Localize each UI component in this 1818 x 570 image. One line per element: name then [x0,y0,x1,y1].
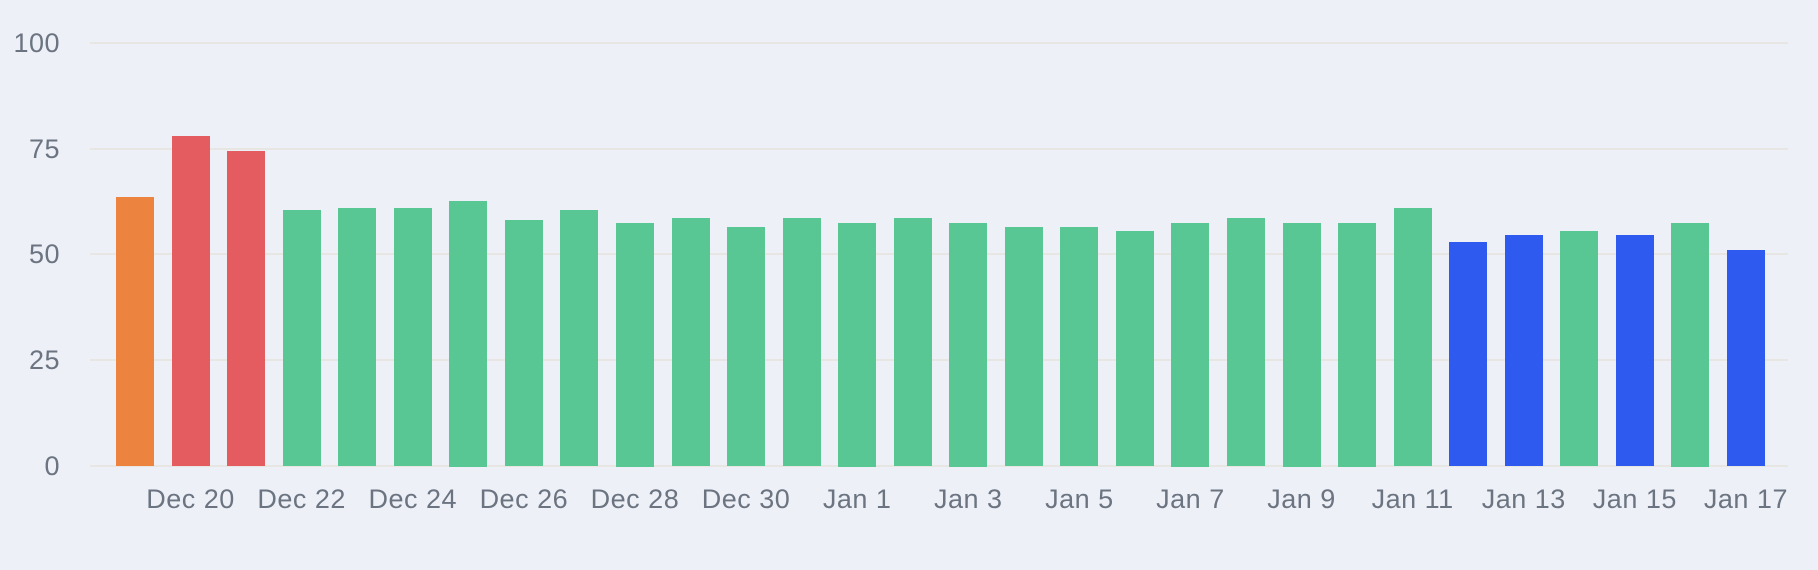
x-axis-label-dec-24: Dec 24 [368,484,458,514]
bar-dec-20[interactable] [171,135,210,467]
y-axis-label-75: 75 [28,133,60,164]
bar-jan-17[interactable] [1726,250,1765,467]
bar-jan-15[interactable] [1615,235,1654,467]
bar-jan-2[interactable] [893,218,932,467]
bar-dec-21[interactable] [227,150,266,467]
bar-dec-28[interactable] [615,222,654,467]
x-axis-label-jan-9: Jan 9 [1267,484,1336,514]
bar-jan-7[interactable] [1171,222,1210,467]
x-axis-label-dec-30: Dec 30 [701,484,791,514]
bar-jan-14[interactable] [1560,231,1599,467]
bar-dec-30[interactable] [727,226,766,467]
bar-jan-8[interactable] [1227,218,1265,467]
gridline-50 [90,253,1788,256]
x-axis-label-jan-3: Jan 3 [933,484,1003,514]
bar-jan-12[interactable] [1449,241,1488,467]
x-axis-label-jan-17: Jan 17 [1703,484,1788,514]
bar-dec-22[interactable] [282,209,321,467]
x-axis-label-jan-13: Jan 13 [1481,484,1566,514]
bar-dec-23[interactable] [338,207,377,467]
bar-dec-27[interactable] [560,209,599,467]
x-axis-label-dec-22: Dec 22 [257,484,346,514]
gridline-75 [90,147,1788,150]
bar-dec-29[interactable] [671,218,710,467]
bar-dec-24[interactable] [393,207,432,467]
x-axis-label-dec-28: Dec 28 [590,484,680,514]
bar-jan-1[interactable] [838,222,877,467]
bar-jan-4[interactable] [1004,226,1043,467]
bar-jan-16[interactable] [1671,222,1710,467]
y-axis-label-50: 50 [28,239,60,270]
x-axis-label-dec-26: Dec 26 [479,484,569,514]
bar-jan-6[interactable] [1115,231,1154,467]
x-axis-label-jan-11: Jan 11 [1371,484,1454,514]
gridline-0 [90,464,1788,467]
bar-dec-25[interactable] [449,201,488,467]
x-axis-label-jan-5: Jan 5 [1045,484,1114,514]
gridline-25 [90,358,1788,361]
x-axis-label-jan-1: Jan 1 [822,484,892,514]
y-axis-label-25: 25 [28,344,60,375]
bar-dec-19[interactable] [116,197,154,467]
bar-dec-26[interactable] [504,220,543,467]
bar-jan-10[interactable] [1338,222,1377,467]
bar-dec-31[interactable] [782,218,821,467]
x-axis-label-jan-7: Jan 7 [1156,484,1225,514]
bar-jan-3[interactable] [949,222,988,467]
gridline-100 [90,42,1788,44]
bar-jan-5[interactable] [1060,226,1099,467]
x-axis-label-jan-15: Jan 15 [1592,484,1677,514]
y-axis-label-0: 0 [44,450,60,481]
bar-jan-13[interactable] [1504,235,1543,467]
x-axis-label-dec-20: Dec 20 [146,484,235,514]
y-axis-label-100: 100 [13,28,60,58]
bar-jan-9[interactable] [1282,222,1321,467]
bar-jan-11[interactable] [1393,207,1432,467]
